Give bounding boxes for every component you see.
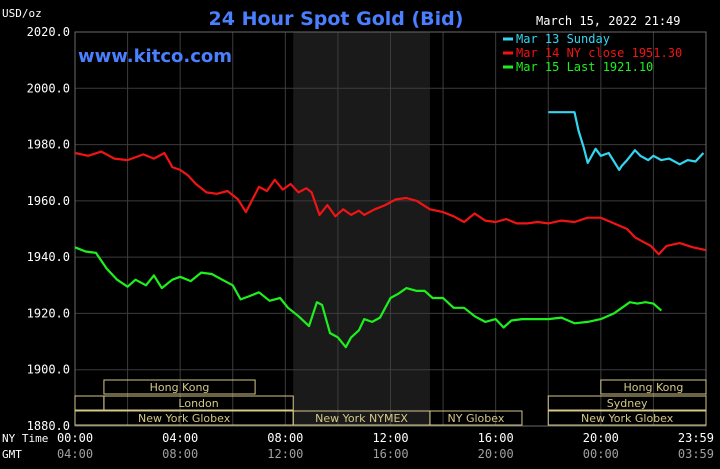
session-box xyxy=(547,410,707,426)
legend-entry: Mar 15 Last 1921.10 xyxy=(516,60,653,74)
session-label: NY Globex xyxy=(448,412,505,425)
chart-title: 24 Hour Spot Gold (Bid) xyxy=(209,8,464,30)
gmt-tick-label: 20:00 xyxy=(478,447,514,461)
session-box xyxy=(429,410,523,426)
gmt-axis-label: GMT xyxy=(2,448,22,461)
session-label: New York Globex xyxy=(138,412,231,425)
gmt-tick-label: 16:00 xyxy=(372,447,408,461)
watermark-url: www.kitco.com xyxy=(78,46,232,67)
gmt-tick-label: 04:00 xyxy=(57,447,93,461)
x-tick-label: 04:00 xyxy=(162,431,198,445)
x-tick-label: 20:00 xyxy=(583,431,619,445)
gmt-tick-label: 12:00 xyxy=(267,447,303,461)
gmt-tick-label: 08:00 xyxy=(162,447,198,461)
chart-timestamp: March 15, 2022 21:49 xyxy=(536,14,681,28)
legend-entry: Mar 14 NY close 1951.30 xyxy=(516,46,682,60)
series-line-1 xyxy=(74,150,706,256)
session-label: New York NYMEX xyxy=(315,412,408,425)
session-label: Hong Kong xyxy=(624,381,684,394)
session-label: London xyxy=(178,397,218,410)
x-axis-label: NY Time xyxy=(2,432,48,445)
gmt-tick-label: 00:00 xyxy=(583,447,619,461)
plot-frame xyxy=(74,31,707,427)
session-label: New York Globex xyxy=(581,412,674,425)
y-tick-label: 1880.0 xyxy=(27,419,70,433)
y-tick-label: 1960.0 xyxy=(27,194,70,208)
session-box xyxy=(103,395,294,411)
x-tick-label: 08:00 xyxy=(267,431,303,445)
session-box xyxy=(600,379,707,395)
x-tick-label: 12:00 xyxy=(372,431,408,445)
y-tick-label: 1940.0 xyxy=(27,250,70,264)
y-tick-label: 2000.0 xyxy=(27,81,70,95)
session-box xyxy=(547,395,707,411)
unit-label: USD/oz xyxy=(2,7,42,20)
session-box xyxy=(103,379,256,395)
y-tick-label: 1980.0 xyxy=(27,138,70,152)
series-line-2 xyxy=(74,246,663,349)
session-label: Hong Kong xyxy=(150,381,210,394)
gmt-tick-label: 03:59 xyxy=(678,447,714,461)
y-tick-label: 1920.0 xyxy=(27,306,70,320)
x-tick-label: 00:00 xyxy=(57,431,93,445)
legend-entry: Mar 13 Sunday xyxy=(516,32,610,46)
x-tick-label: 16:00 xyxy=(478,431,514,445)
y-tick-label: 1900.0 xyxy=(27,363,70,377)
x-tick-label: 23:59 xyxy=(678,431,714,445)
session-label: Sydney xyxy=(607,397,648,410)
y-tick-label: 2020.0 xyxy=(27,25,70,39)
series-line-0 xyxy=(548,111,705,171)
nymex-shaded-region xyxy=(293,32,430,426)
